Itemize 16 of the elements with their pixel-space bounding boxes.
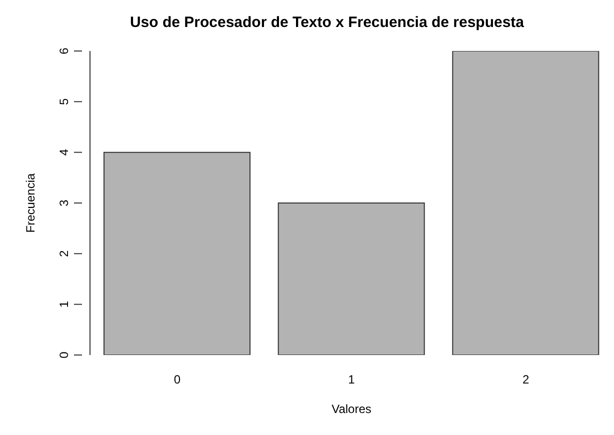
y-tick-label: 4 bbox=[57, 148, 71, 156]
y-tick-label: 2 bbox=[57, 250, 71, 258]
x-axis-title: Valores bbox=[332, 402, 372, 416]
y-tick-label: 6 bbox=[57, 47, 71, 54]
y-tick-label: 3 bbox=[57, 199, 71, 206]
x-tick-label: 2 bbox=[522, 372, 530, 387]
bar bbox=[278, 202, 425, 355]
bar bbox=[452, 51, 600, 355]
y-axis-title: Frecuencia bbox=[23, 173, 38, 233]
x-tick-label: 0 bbox=[174, 372, 181, 387]
y-tick-label: 0 bbox=[57, 351, 71, 358]
x-tick-label: 1 bbox=[348, 372, 356, 387]
chart-title: Uso de Procesador de Texto x Frecuencia de respuesta bbox=[128, 14, 526, 31]
bar bbox=[104, 152, 250, 355]
y-tick-label: 5 bbox=[57, 98, 71, 106]
y-tick-label: 1 bbox=[57, 300, 71, 308]
